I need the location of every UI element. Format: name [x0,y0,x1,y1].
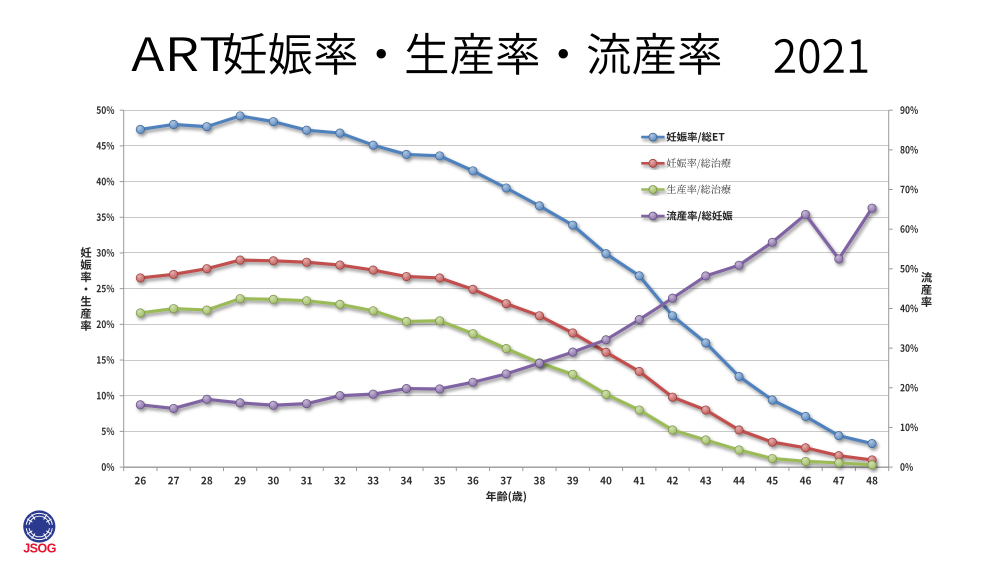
svg-text:JSOG: JSOG [23,541,56,555]
